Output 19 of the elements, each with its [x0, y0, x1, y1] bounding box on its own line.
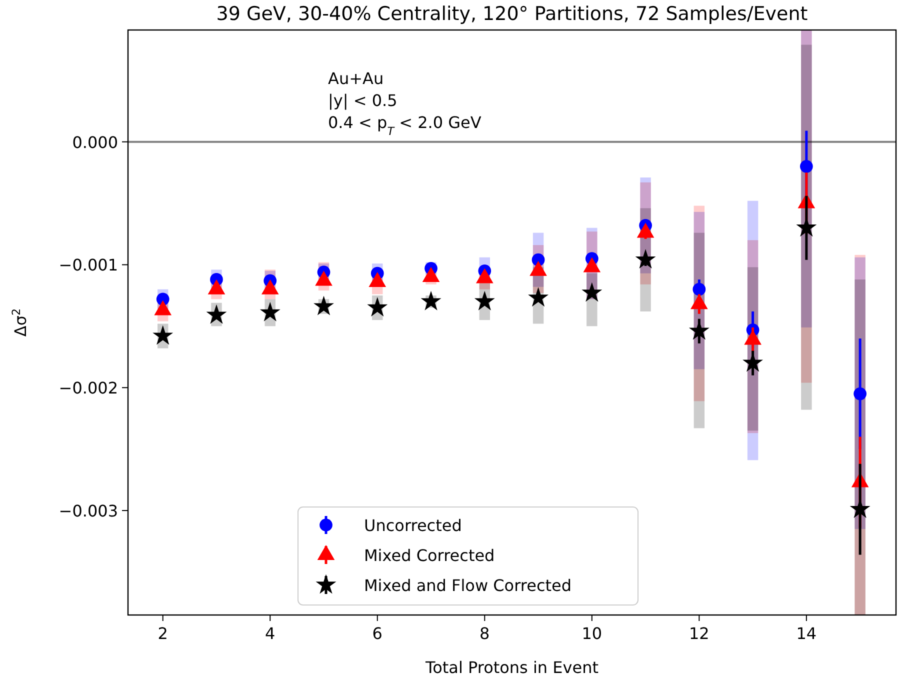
- x-tick-label: 4: [265, 624, 276, 643]
- annotation: Au+Au: [328, 69, 384, 88]
- x-tick-label: 6: [372, 624, 382, 643]
- x-tick-label: 14: [796, 624, 817, 643]
- y-tick-label: −0.002: [58, 378, 118, 398]
- y-tick-label: 0.000: [72, 132, 118, 152]
- x-tick-label: 12: [688, 624, 710, 643]
- legend-label: Mixed Corrected: [364, 546, 495, 565]
- x-tick-label: 10: [582, 624, 602, 643]
- y-tick-label: −0.003: [58, 502, 118, 521]
- x-tick-label: 8: [480, 624, 490, 643]
- annotation: 0.4 < p$_{T}$ < 2.0 GeV: [328, 113, 482, 138]
- legend-label: Mixed and Flow Corrected: [364, 576, 572, 595]
- legend-label: Uncorrected: [364, 516, 462, 535]
- y-tick-label: −0.001: [58, 256, 118, 275]
- annotation: |y| < 0.5: [328, 91, 398, 110]
- chart-title: 39 GeV, 30-40% Centrality, 120° Partitions, 72 Samples/Event: [216, 3, 808, 25]
- x-axis-title: Total Protons in Event: [424, 658, 598, 677]
- x-tick-label: 2: [158, 624, 168, 643]
